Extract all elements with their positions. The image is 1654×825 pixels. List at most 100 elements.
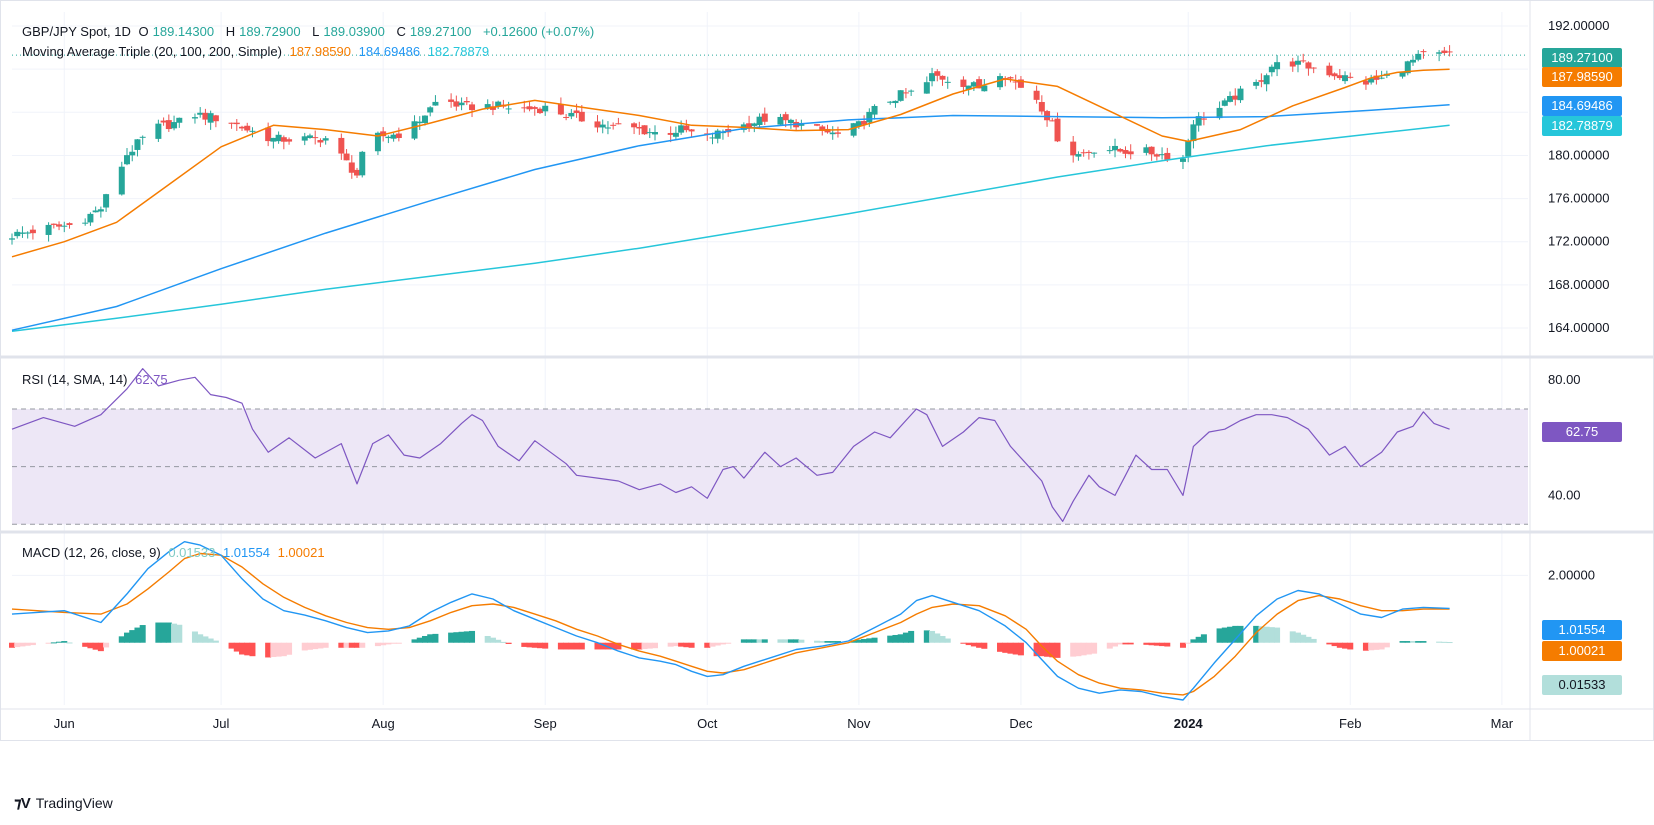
ma100-value: 184.69486 xyxy=(358,44,421,59)
candle-body xyxy=(249,130,256,132)
time-axis-label: Oct xyxy=(697,716,718,731)
macd-hist-bar xyxy=(171,623,178,643)
macd-hist-bar xyxy=(155,622,162,643)
candle-body xyxy=(448,99,455,102)
macd-hist-bar xyxy=(636,642,643,650)
candle-body xyxy=(615,123,622,125)
macd-hist-bar xyxy=(976,642,983,648)
candle-body xyxy=(395,133,402,138)
candle-body xyxy=(1122,150,1129,154)
macd-hist-bar xyxy=(1415,641,1422,643)
macd-hist-bar xyxy=(1274,627,1281,643)
macd-hist-bar xyxy=(1342,642,1349,649)
macd-indicator-name[interactable]: MACD (12, 26, close, 9) xyxy=(22,545,161,560)
macd-hist-bar xyxy=(829,641,836,643)
macd-hist-bar xyxy=(604,642,611,650)
candle-body xyxy=(385,136,392,139)
macd-hist-bar xyxy=(239,642,246,655)
candle-body xyxy=(1221,100,1228,106)
time-axis-label: Dec xyxy=(1009,716,1033,731)
rsi-legend-value: 62.75 xyxy=(135,372,168,387)
macd-hist-bar xyxy=(814,640,821,643)
symbol-label[interactable]: GBP/JPY Spot, 1D xyxy=(22,24,131,39)
rsi-indicator-name[interactable]: RSI (14, SMA, 14) xyxy=(22,372,128,387)
candle-body xyxy=(531,107,538,109)
candle-body xyxy=(1075,154,1082,157)
macd-hist-bar xyxy=(416,637,423,643)
candle-body xyxy=(594,121,601,128)
candle-body xyxy=(667,132,674,135)
candle-body xyxy=(672,132,679,137)
macd-hist-bar xyxy=(944,638,951,643)
macd-hist-bar xyxy=(19,642,26,647)
macd-hist-bar xyxy=(50,642,57,644)
ma-indicator-name[interactable]: Moving Average Triple (20, 100, 200, Sim… xyxy=(22,44,282,59)
ma20-price-tag: 187.98590 xyxy=(1542,67,1622,87)
candle-body xyxy=(453,101,460,107)
close-price-tag: 189.27100 xyxy=(1542,48,1622,68)
time-axis-label: Jun xyxy=(54,716,75,731)
time-axis-label: Aug xyxy=(372,716,395,731)
price-axis-label: 192.00000 xyxy=(1548,18,1609,33)
macd-hist-bar xyxy=(610,642,617,650)
low-value: 189.03900 xyxy=(323,24,385,39)
candle-body xyxy=(343,153,350,161)
candle-body xyxy=(1159,154,1166,156)
rsi-axis-label: 80.00 xyxy=(1548,372,1581,387)
macd-hist-bar xyxy=(1112,642,1119,647)
macd-hist-bar xyxy=(641,642,648,650)
macd-hist-bar xyxy=(1148,642,1155,646)
candle-body xyxy=(1268,66,1275,73)
macd-hist-bar xyxy=(1106,642,1113,649)
macd-hist-bar xyxy=(934,633,941,643)
candle-body xyxy=(855,121,862,127)
macd-hist-bar xyxy=(249,642,256,657)
candle-body xyxy=(636,127,643,129)
macd-hist-bar xyxy=(678,642,685,647)
candle-body xyxy=(124,155,131,165)
macd-hist-bar xyxy=(411,639,418,643)
candle-body xyxy=(1164,152,1171,160)
macd-hist-bar xyxy=(432,633,439,643)
macd-hist-bar xyxy=(709,642,716,647)
ma200-value: 182.78879 xyxy=(427,44,490,59)
candle-body xyxy=(1300,60,1307,62)
macd-hist-bar xyxy=(824,641,831,643)
macd-hist-bar xyxy=(1012,642,1019,655)
macd-hist-bar xyxy=(740,639,747,643)
macd-hist-bar xyxy=(484,635,491,643)
candle-body xyxy=(416,121,423,124)
macd-hist-bar xyxy=(719,642,726,645)
candle-body xyxy=(563,116,570,118)
macd-hist-bar xyxy=(134,627,141,643)
candle-body xyxy=(66,223,73,225)
macd-hist-bar xyxy=(1164,642,1171,647)
close-label: C xyxy=(396,24,406,39)
macd-hist-bar xyxy=(160,622,167,643)
candle-body xyxy=(814,124,821,126)
candle-body xyxy=(92,210,99,213)
macd-hist-bar xyxy=(191,631,198,643)
macd-legend-value: 1.01554 xyxy=(222,545,270,560)
macd-hist-bar xyxy=(1195,636,1202,643)
candle-body xyxy=(197,112,204,115)
candle-body xyxy=(536,108,543,114)
macd-hist-bar xyxy=(704,642,711,648)
macd-hist-bar xyxy=(24,642,31,646)
macd-hist-bar xyxy=(981,642,988,649)
candle-body xyxy=(981,85,988,92)
tradingview-footer[interactable]: ⁊V TradingView xyxy=(14,794,113,812)
macd-hist-bar xyxy=(1305,636,1312,643)
macd-hist-bar xyxy=(1409,641,1416,643)
candle-body xyxy=(976,79,983,89)
macd-hist-bar xyxy=(526,642,533,648)
macd-hist-bar xyxy=(1373,642,1380,650)
macd-hist-bar xyxy=(751,639,758,643)
high-label: H xyxy=(225,24,236,39)
macd-hist-bar xyxy=(212,640,219,643)
candle-body xyxy=(1310,67,1317,69)
macd-hist-bar xyxy=(202,636,209,643)
candle-body xyxy=(1409,59,1416,63)
macd-hist-bar xyxy=(1347,642,1354,650)
